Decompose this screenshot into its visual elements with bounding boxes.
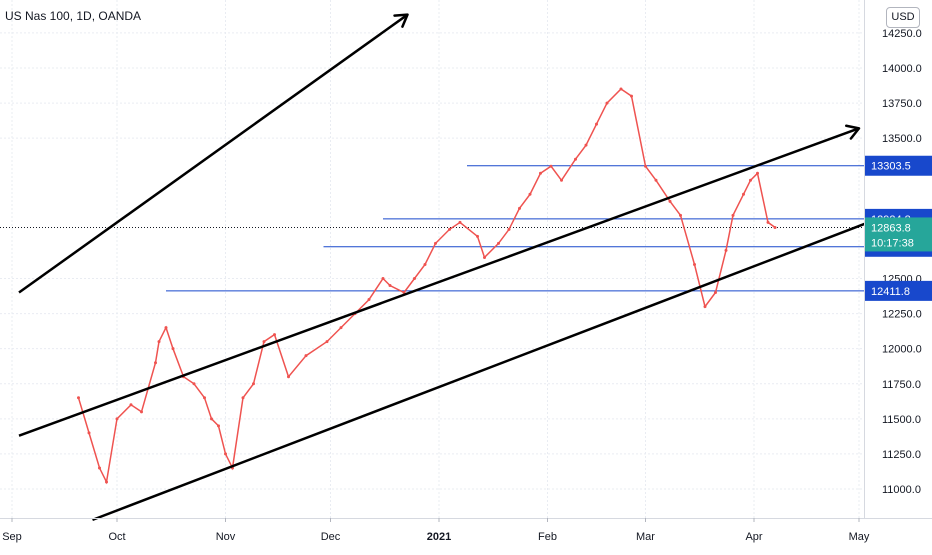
y-tick-label: 11000.0: [882, 484, 921, 496]
trend-line[interactable]: [92, 212, 891, 522]
price-point: [574, 157, 577, 161]
price-point: [140, 410, 143, 414]
price-point: [584, 143, 588, 147]
trend-arrow-head: [393, 13, 409, 28]
chart-title: US Nas 100, 1D, OANDA: [5, 9, 141, 23]
price-point: [630, 94, 633, 98]
price-point: [252, 382, 255, 386]
price-point: [423, 262, 427, 266]
price-point: [549, 164, 553, 168]
y-tick-label: 11750.0: [882, 379, 921, 391]
y-tick-label: 13500.0: [882, 133, 922, 145]
price-point: [115, 417, 119, 421]
y-tick-label: 13750.0: [882, 98, 922, 110]
price-point: [224, 452, 227, 456]
price-point: [210, 417, 213, 421]
price-point: [262, 340, 266, 344]
price-tag-label: 12411.8: [871, 286, 910, 298]
price-point: [668, 199, 672, 203]
price-point: [192, 382, 196, 386]
price-point: [476, 234, 479, 238]
trend-line[interactable]: [18, 127, 860, 437]
price-point: [287, 375, 290, 379]
price-point: [171, 347, 175, 351]
price-point: [756, 171, 759, 175]
price-point: [605, 101, 609, 105]
price-point: [507, 227, 511, 231]
price-point: [742, 192, 745, 196]
price-point: [766, 220, 770, 224]
price-point: [164, 326, 168, 330]
price-point: [129, 403, 133, 407]
price-point: [241, 396, 245, 400]
price-tag: [865, 280, 932, 301]
price-point: [203, 396, 206, 400]
x-tick-label: Apr: [745, 531, 762, 543]
price-point: [413, 277, 416, 280]
price-point: [731, 213, 735, 217]
x-tick-label: Feb: [538, 531, 557, 543]
price-point: [87, 431, 91, 435]
price-point: [483, 255, 486, 259]
price-point: [154, 361, 157, 365]
price-point: [693, 262, 696, 266]
x-tick-label: Mar: [636, 531, 655, 543]
price-point: [497, 241, 500, 245]
price-point: [724, 248, 728, 252]
price-point: [654, 178, 658, 182]
price-point: [434, 241, 437, 245]
price-point: [304, 354, 308, 358]
price-point: [388, 284, 392, 288]
price-point: [157, 340, 161, 344]
trend-arrow-head: [845, 124, 861, 140]
price-point: [367, 298, 371, 302]
price-point: [105, 480, 108, 484]
price-point: [381, 277, 385, 280]
last-price-label: 12863.8: [871, 222, 911, 234]
x-tick-label: Sep: [2, 531, 22, 543]
price-point: [98, 466, 101, 470]
trend-line[interactable]: [18, 13, 409, 294]
price-point: [77, 396, 80, 400]
price-tag: [865, 155, 932, 176]
price-point: [703, 305, 707, 309]
y-tick-label: 14000.0: [882, 63, 922, 75]
price-tag-label: 13303.5: [871, 161, 911, 173]
price-point: [773, 225, 777, 229]
price-point: [619, 87, 623, 91]
y-tick-label: 14250.0: [882, 28, 922, 40]
price-point: [595, 122, 598, 126]
price-point: [539, 171, 542, 175]
price-point: [518, 206, 521, 210]
price-point: [448, 227, 451, 231]
x-tick-label: Oct: [108, 531, 125, 543]
price-point: [325, 340, 329, 344]
price-point: [217, 424, 220, 428]
countdown-label: 10:17:38: [871, 237, 914, 249]
price-point: [714, 291, 717, 295]
price-point: [749, 178, 752, 182]
y-tick-label: 12250.0: [882, 309, 922, 321]
price-point: [644, 164, 647, 168]
currency-selector[interactable]: USD: [886, 7, 920, 28]
price-point: [560, 178, 563, 182]
price-point: [273, 333, 276, 337]
x-tick-label: May: [849, 531, 870, 543]
x-tick-label: Dec: [321, 531, 341, 543]
price-point: [528, 192, 532, 196]
y-tick-label: 11250.0: [882, 449, 921, 461]
price-point: [339, 326, 343, 330]
last-price-tag: [865, 217, 932, 252]
y-tick-label: 11500.0: [882, 414, 921, 426]
price-point: [679, 213, 682, 217]
x-tick-label: 2021: [427, 531, 451, 543]
x-tick-label: Nov: [216, 531, 236, 543]
price-point: [458, 220, 462, 224]
y-tick-label: 12000.0: [882, 344, 922, 356]
